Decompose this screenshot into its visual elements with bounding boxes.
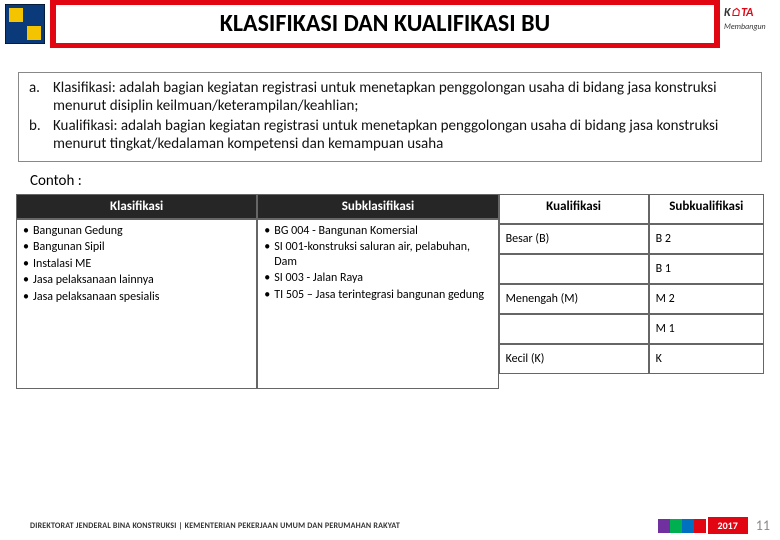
page-number: 11: [756, 517, 770, 534]
list-item: TI 505 – Jasa terintegrasi bangunan gedu…: [264, 288, 491, 302]
list-item: BG 004 - Bangunan Komersial: [264, 224, 491, 238]
subklasifikasi-cell: BG 004 - Bangunan Komersial SI 001-konstr…: [257, 219, 498, 389]
logo-left: [0, 0, 50, 48]
footer-year: 2017: [708, 517, 748, 534]
list-item: Jasa pelaksanaan spesialis: [23, 290, 250, 304]
page-title: KLASIFIKASI DAN KUALIFIKASI BU: [56, 5, 714, 43]
def-b-label: b.: [29, 117, 53, 153]
klasifikasi-cell: Bangunan Gedung Bangunan Sipil Instalasi M…: [16, 219, 257, 389]
kualifikasi-header: Kualifikasi: [499, 194, 649, 224]
house-icon: ⌂: [731, 6, 742, 20]
logo-right-ta: TA: [741, 6, 753, 20]
color-bar: [658, 519, 670, 533]
table-cell: M 1: [649, 314, 764, 344]
footer: DIREKTORAT JENDERAL BINA KONSTRUKSI | KE…: [0, 517, 780, 534]
footer-color-bars: [658, 519, 706, 533]
subkualifikasi-header: Subkualifikasi: [649, 194, 764, 224]
col-kualifikasi: Kualifikasi Subkualifikasi Besar (B)B 2B…: [499, 194, 764, 389]
color-bar: [682, 519, 694, 533]
table-cell: K: [649, 344, 764, 374]
color-bar: [694, 519, 706, 533]
logo-right-sub: Membangun: [724, 22, 766, 32]
list-item: Jasa pelaksanaan lainnya: [23, 273, 250, 287]
definitions-box: a. Klasifikasi: adalah bagian kegiatan r…: [18, 72, 762, 162]
def-b-text: Kualifikasi: adalah bagian kegiatan regi…: [53, 117, 751, 153]
list-item: Bangunan Sipil: [23, 240, 250, 254]
def-a-text: Klasifikasi: adalah bagian kegiatan regi…: [53, 79, 751, 115]
list-item: SI 003 - Jalan Raya: [264, 271, 491, 285]
table-cell: B 1: [649, 254, 764, 284]
tables-container: Klasifikasi Bangunan Gedung Bangunan Sipi…: [16, 194, 764, 389]
list-item: Instalasi ME: [23, 257, 250, 271]
def-a-label: a.: [29, 79, 53, 115]
subklasifikasi-header: Subklasifikasi: [257, 194, 498, 219]
list-item: Bangunan Gedung: [23, 224, 250, 238]
table-cell: M 2: [649, 284, 764, 314]
subklasifikasi-list: BG 004 - Bangunan Komersial SI 001-konstr…: [264, 224, 491, 302]
table-cell: Menengah (M): [499, 284, 649, 314]
klasifikasi-list: Bangunan Gedung Bangunan Sipil Instalasi M…: [23, 224, 250, 304]
table-cell: B 2: [649, 224, 764, 254]
footer-text: DIREKTORAT JENDERAL BINA KONSTRUKSI | KE…: [30, 521, 658, 531]
contoh-label: Contoh :: [30, 172, 780, 190]
klasifikasi-header: Klasifikasi: [16, 194, 257, 219]
definition-b: b. Kualifikasi: adalah bagian kegiatan r…: [29, 117, 751, 153]
header-bar: KLASIFIKASI DAN KUALIFIKASI BU K⌂TA Memb…: [0, 0, 780, 48]
logo-right: K⌂TA Membangun: [720, 0, 780, 48]
kualifikasi-table: Kualifikasi Subkualifikasi Besar (B)B 2B…: [499, 194, 764, 374]
col-subklasifikasi: Subklasifikasi BG 004 - Bangunan Komersi…: [257, 194, 498, 389]
table-cell: Besar (B): [499, 224, 649, 254]
table-cell: Kecil (K): [499, 344, 649, 374]
pu-logo-icon: [5, 4, 45, 44]
table-cell: [499, 314, 649, 344]
col-klasifikasi: Klasifikasi Bangunan Gedung Bangunan Sipi…: [16, 194, 257, 389]
table-cell: [499, 254, 649, 284]
definition-a: a. Klasifikasi: adalah bagian kegiatan r…: [29, 79, 751, 115]
color-bar: [670, 519, 682, 533]
list-item: SI 001-konstruksi saluran air, pelabuhan…: [264, 240, 491, 269]
